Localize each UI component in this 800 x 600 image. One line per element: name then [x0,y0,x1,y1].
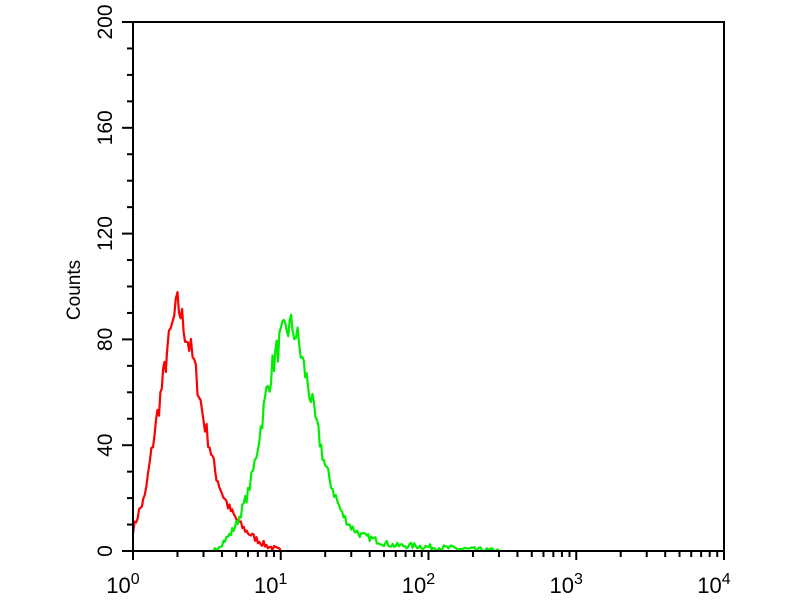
y-tick-label: 200 [94,4,117,39]
x-tick-label: 103 [550,571,583,598]
x-tick-label: 100 [106,571,139,598]
y-tick-label: 160 [94,110,117,145]
y-axis-label: Counts [64,260,85,320]
y-axis: 0 40 80 120 160 200 [94,4,133,557]
x-tick-label: 104 [697,571,730,598]
x-axis: 100 101 102 103 104 [106,551,731,598]
series-layer [131,291,500,553]
x-tick-label: 101 [254,571,287,598]
y-tick-label: 120 [94,216,117,251]
series-red-histogram [131,291,282,552]
x-tick-label: 102 [402,571,435,598]
series-green-histogram [212,313,500,553]
y-tick-label: 80 [94,328,117,351]
plot-frame [132,21,725,552]
y-tick-label: 0 [94,545,117,557]
y-tick-label: 40 [94,434,117,457]
